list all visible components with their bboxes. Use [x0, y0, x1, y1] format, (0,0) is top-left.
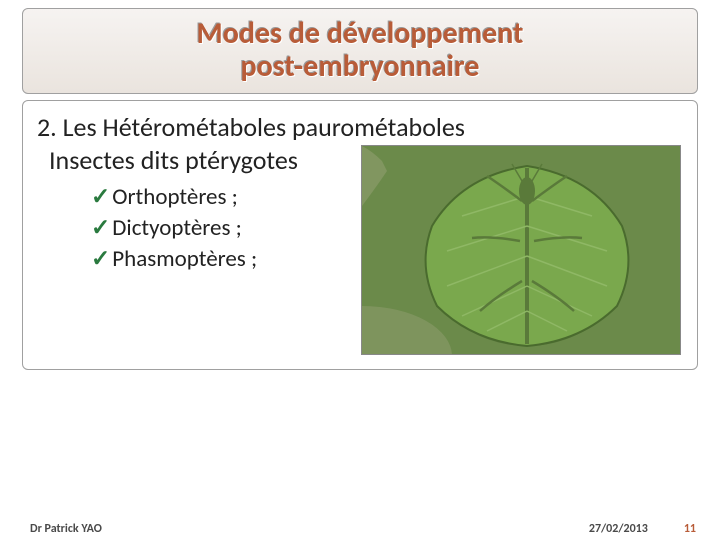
list-item-label: Dictyoptères ;: [112, 213, 242, 244]
leaf-insect-svg: [362, 146, 681, 355]
footer-author: Dr Patrick YAO: [30, 522, 102, 536]
content-box: 2. Les Hétérométaboles paurométaboles In…: [22, 100, 698, 370]
slide-footer: Dr Patrick YAO 27/02/2013 11: [0, 522, 720, 536]
check-icon: ✓: [91, 182, 110, 213]
footer-right: 27/02/2013 11: [589, 522, 696, 536]
list-item-label: Orthoptères ;: [112, 182, 238, 213]
check-icon: ✓: [91, 244, 110, 275]
section-heading: 2. Les Hétérométaboles paurométaboles: [37, 111, 683, 144]
list-item-label: Phasmoptères ;: [112, 244, 257, 275]
footer-date: 27/02/2013: [589, 522, 648, 536]
title-box: Modes de développement post-embryonnaire: [22, 8, 698, 94]
title-line-2: post-embryonnaire: [33, 50, 687, 83]
footer-page-number: 11: [684, 522, 696, 536]
insect-leaf-photo: [361, 145, 681, 355]
check-icon: ✓: [91, 213, 110, 244]
title-line-1: Modes de développement: [33, 17, 687, 50]
